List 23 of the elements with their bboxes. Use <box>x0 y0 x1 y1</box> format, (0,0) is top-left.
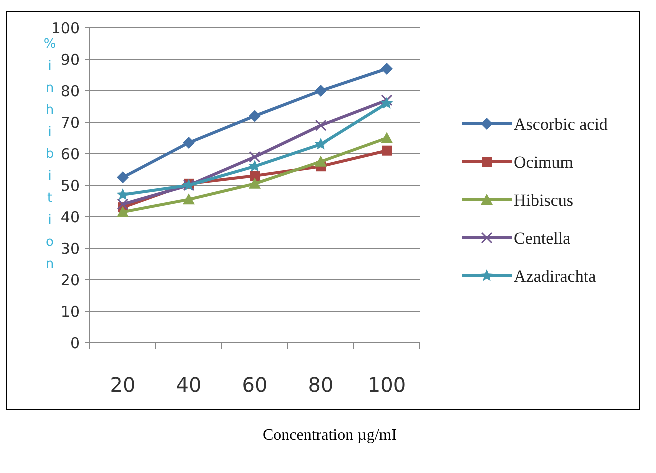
x-tick-label: 100 <box>368 373 406 397</box>
x-tick-label: 80 <box>308 373 334 397</box>
legend-label: Ascorbic acid <box>514 114 608 134</box>
legend-label: Centella <box>514 228 572 248</box>
text: % inhibition <box>44 37 56 272</box>
y-tick-label: 50 <box>60 176 80 195</box>
y-tick-label: 0 <box>70 334 80 352</box>
x-axis-title: Concentration µg/mI <box>262 427 398 444</box>
legend-label: Azadirachta <box>514 266 597 286</box>
x-tick-label: 60 <box>242 373 268 397</box>
y-tick-label: 40 <box>60 208 80 226</box>
x-tick-label: 40 <box>176 373 202 397</box>
y-tick-label: 30 <box>60 240 80 258</box>
x-tick-label: 20 <box>110 373 136 397</box>
y-tick-label: 60 <box>60 145 80 164</box>
y-tick-label: 80 <box>60 82 80 100</box>
legend-label: Ocimum <box>514 152 574 172</box>
y-tick-label: 10 <box>60 302 80 321</box>
legend-label: Hibiscus <box>514 190 574 210</box>
y-tick-label: 90 <box>60 50 80 69</box>
y-tick-label: 20 <box>60 271 80 290</box>
y-tick-label: 70 <box>60 114 80 132</box>
y-tick-label: 100 <box>51 19 80 38</box>
